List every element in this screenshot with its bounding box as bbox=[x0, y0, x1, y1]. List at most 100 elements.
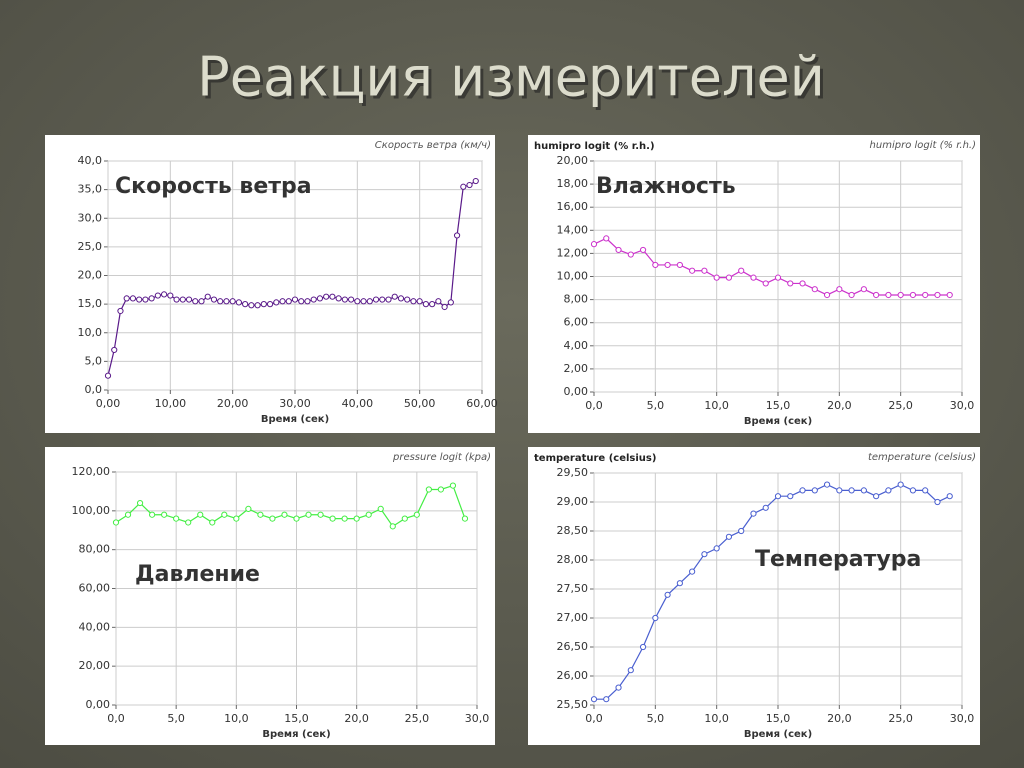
data-point bbox=[366, 298, 373, 305]
data-point bbox=[298, 298, 305, 305]
data-point bbox=[179, 296, 186, 303]
data-point bbox=[897, 291, 904, 299]
data-point bbox=[627, 251, 634, 258]
data-point bbox=[197, 511, 204, 518]
data-point bbox=[713, 274, 720, 281]
data-point bbox=[148, 295, 155, 302]
x-tick-label: 20,0 bbox=[827, 712, 852, 725]
data-point bbox=[372, 296, 380, 303]
data-point bbox=[221, 511, 228, 518]
data-point bbox=[365, 511, 372, 518]
data-point bbox=[615, 684, 622, 691]
y-tick-label: 20,00 bbox=[557, 154, 589, 167]
x-tick-label: 10,0 bbox=[704, 712, 729, 725]
x-tick-label: 25,0 bbox=[888, 712, 913, 725]
x-tick-label: 60,00 bbox=[466, 397, 498, 410]
y-tick-label: 29,00 bbox=[557, 495, 589, 508]
x-tick-label: 0,0 bbox=[585, 399, 603, 412]
x-tick-label: 25,0 bbox=[888, 399, 913, 412]
y-tick-label: 29,50 bbox=[557, 466, 589, 479]
data-point bbox=[233, 515, 240, 522]
x-axis-label: Время (сек) bbox=[261, 414, 329, 425]
data-point bbox=[235, 299, 242, 306]
data-point bbox=[173, 296, 180, 303]
data-point bbox=[848, 291, 855, 299]
data-point bbox=[104, 372, 112, 379]
y-tick-label: 27,50 bbox=[557, 582, 589, 595]
data-point bbox=[435, 298, 442, 305]
data-point bbox=[389, 523, 396, 530]
data-point bbox=[354, 298, 361, 305]
data-point bbox=[285, 298, 292, 305]
data-point bbox=[209, 519, 216, 526]
data-point bbox=[413, 511, 420, 518]
y-tick-label: 28,50 bbox=[557, 524, 589, 537]
data-point bbox=[652, 261, 659, 269]
data-point bbox=[142, 296, 149, 303]
data-point bbox=[823, 481, 831, 488]
data-point bbox=[410, 298, 417, 305]
data-point bbox=[254, 302, 261, 309]
x-tick-label: 0,0 bbox=[107, 712, 125, 725]
data-point bbox=[317, 511, 324, 518]
data-point bbox=[112, 519, 120, 526]
y-tick-label: 2,00 bbox=[564, 362, 589, 375]
data-point bbox=[848, 487, 855, 494]
data-point bbox=[823, 291, 831, 299]
y-tick-label: 26,00 bbox=[557, 669, 589, 682]
data-point bbox=[210, 296, 218, 303]
y-tick-label: 100,00 bbox=[72, 504, 111, 517]
x-tick-label: 15,0 bbox=[766, 399, 791, 412]
y-tick-label: 15,0 bbox=[78, 297, 103, 310]
data-point bbox=[422, 301, 429, 308]
data-point bbox=[676, 580, 683, 587]
data-point bbox=[885, 291, 892, 299]
chart-title: Давление bbox=[135, 562, 260, 587]
y-axis-label: humipro logit (% r.h.) bbox=[534, 141, 655, 152]
data-point bbox=[762, 280, 769, 287]
data-point bbox=[379, 296, 386, 303]
data-point bbox=[603, 696, 610, 703]
data-point bbox=[885, 487, 892, 494]
y-tick-label: 28,00 bbox=[557, 553, 589, 566]
data-point bbox=[639, 246, 647, 254]
data-point bbox=[590, 241, 598, 248]
data-point bbox=[799, 487, 806, 494]
data-point bbox=[404, 296, 411, 303]
x-tick-label: 30,0 bbox=[950, 399, 975, 412]
y-tick-label: 14,00 bbox=[557, 223, 589, 236]
data-point bbox=[310, 296, 317, 303]
data-point bbox=[124, 511, 132, 518]
data-point bbox=[787, 280, 794, 287]
data-point bbox=[329, 515, 336, 522]
data-point bbox=[185, 519, 192, 526]
data-point bbox=[305, 511, 312, 518]
data-point bbox=[167, 292, 174, 299]
data-point bbox=[223, 298, 230, 305]
y-tick-label: 12,00 bbox=[557, 246, 589, 259]
data-point bbox=[273, 299, 280, 306]
data-point bbox=[353, 515, 360, 522]
data-point bbox=[335, 295, 342, 302]
y-tick-label: 5,0 bbox=[85, 354, 103, 367]
data-point bbox=[811, 487, 818, 494]
x-tick-label: 5,0 bbox=[647, 399, 665, 412]
data-point bbox=[799, 280, 806, 287]
y-tick-label: 40,00 bbox=[79, 620, 111, 633]
data-point bbox=[242, 301, 249, 308]
data-point bbox=[615, 246, 622, 254]
data-point bbox=[652, 614, 659, 622]
y-tick-label: 6,00 bbox=[564, 316, 589, 329]
y-tick-label: 25,50 bbox=[557, 698, 589, 711]
y-tick-label: 26,50 bbox=[557, 640, 589, 653]
data-point bbox=[922, 291, 929, 299]
data-point bbox=[897, 481, 904, 488]
data-point bbox=[860, 286, 867, 293]
x-tick-label: 30,00 bbox=[279, 397, 311, 410]
data-point bbox=[701, 267, 708, 274]
data-point bbox=[934, 291, 941, 299]
data-point bbox=[329, 293, 336, 300]
data-point bbox=[787, 493, 794, 500]
data-point bbox=[701, 551, 708, 558]
data-point bbox=[360, 298, 367, 305]
